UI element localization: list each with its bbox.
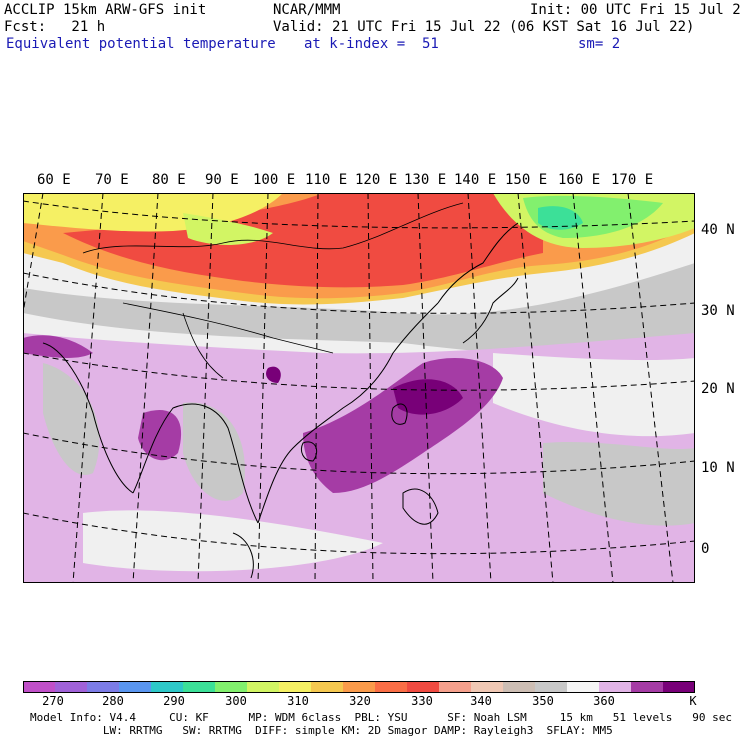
lon-label: 100 E (253, 172, 296, 188)
equivalent-potential-temperature-map (23, 193, 695, 583)
colorbar-cell (183, 681, 216, 693)
colorbar-cell (567, 681, 600, 693)
init-time: Init: 00 UTC Fri 15 Jul 22 (530, 2, 740, 18)
colorbar-cell (631, 681, 664, 693)
model-title: ACCLIP 15km ARW-GFS init (4, 2, 207, 18)
model-info-line: Model Info: V4.4 CU: KF MP: WDM 6class P… (30, 711, 732, 724)
colorbar-unit: K (689, 694, 697, 708)
colorbar-tick-label: 290 (163, 694, 185, 708)
colorbar-cell (119, 681, 152, 693)
smoothing-value: sm= 2 (578, 36, 621, 52)
map-frame (23, 193, 695, 583)
lon-label: 60 E (37, 172, 71, 188)
forecast-hour: Fcst: 21 h (4, 19, 106, 35)
field-region-335 (63, 193, 543, 288)
colorbar-tick-label: 330 (411, 694, 433, 708)
colorbar-cell (471, 681, 504, 693)
colorbar-tick-label: 360 (593, 694, 615, 708)
lon-label: 130 E (404, 172, 447, 188)
colorbar-tick-label: 350 (532, 694, 554, 708)
lat-label: 10 N (701, 460, 735, 476)
colorbar-tick-label: 270 (42, 694, 64, 708)
colorbar-cell (87, 681, 120, 693)
coastlines (42, 222, 519, 579)
colorbar-cell (279, 681, 312, 693)
colorbar-cell (599, 681, 632, 693)
field-region-290 (538, 206, 583, 230)
lat-label: 40 N (701, 222, 735, 238)
field-region-370 (393, 379, 463, 415)
lat-label: 0 (701, 541, 710, 557)
lon-label: 80 E (152, 172, 186, 188)
borders (82, 202, 464, 379)
lon-label: 140 E (454, 172, 497, 188)
colorbar-cell (151, 681, 184, 693)
graticule (23, 193, 695, 583)
field-region-305 (183, 213, 273, 245)
colorbar-tick-label: 310 (287, 694, 309, 708)
colorbar-cell (343, 681, 376, 693)
vertical-level: at k-index = 51 (304, 36, 439, 52)
lon-label: 70 E (95, 172, 129, 188)
colorbar-tick-label: 280 (102, 694, 124, 708)
lon-label: 150 E (505, 172, 548, 188)
lon-label: 160 E (558, 172, 601, 188)
lon-label: 170 E (611, 172, 654, 188)
lon-label: 90 E (205, 172, 239, 188)
lon-label: 120 E (355, 172, 398, 188)
colorbar-cell (375, 681, 408, 693)
colorbar-cell (503, 681, 536, 693)
colorbar-cell (247, 681, 280, 693)
field-name: Equivalent potential temperature (6, 36, 276, 52)
field-region-365 (23, 335, 93, 358)
colorbar (23, 681, 695, 693)
org-label: NCAR/MMM (273, 2, 341, 18)
colorbar-cell (215, 681, 248, 693)
colorbar-cell (311, 681, 344, 693)
colorbar-cell (407, 681, 440, 693)
colorbar-tick-label: 340 (470, 694, 492, 708)
lat-label: 20 N (701, 381, 735, 397)
colorbar-cell (55, 681, 88, 693)
field-region-grey (23, 263, 695, 355)
colorbar-tick-label: 300 (225, 694, 247, 708)
lat-label: 30 N (701, 303, 735, 319)
colorbar-cell (535, 681, 568, 693)
lon-label: 110 E (305, 172, 348, 188)
physics-info-line: LW: RRTMG SW: RRTMG DIFF: simple KM: 2D … (30, 724, 613, 737)
valid-time: Valid: 21 UTC Fri 15 Jul 22 (06 KST Sat … (273, 19, 695, 35)
colorbar-cell (439, 681, 472, 693)
colorbar-tick-label: 320 (349, 694, 371, 708)
colorbar-cell (23, 681, 56, 693)
colorbar-cell (663, 681, 695, 693)
